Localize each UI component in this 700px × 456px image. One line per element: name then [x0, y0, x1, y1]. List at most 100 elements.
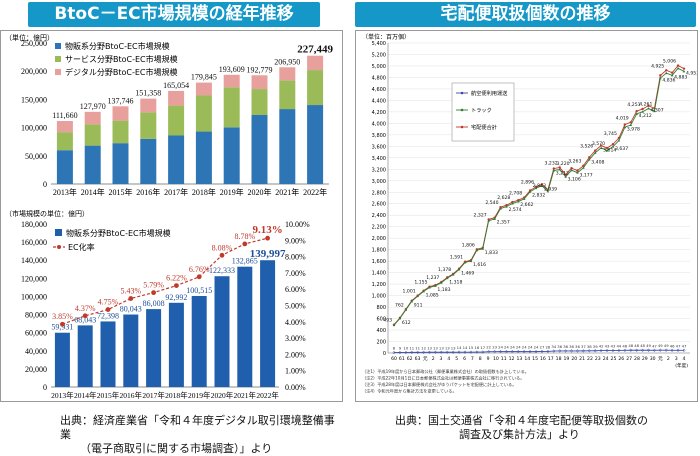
ec2-x-label: 2016年: [120, 390, 143, 400]
parcel-total-label: 3,614: [603, 148, 616, 154]
parcel-point: [658, 348, 662, 352]
parcel-point: [552, 349, 556, 353]
parcel-point: [481, 350, 485, 354]
right-source-line2: 調査及び集計方法」より: [459, 428, 580, 441]
ec1-x-label: 2015年: [109, 187, 133, 197]
ec2-bar: [237, 266, 253, 387]
ec1-total-label: 111,660: [52, 111, 77, 120]
ec1-bar-segment: [251, 75, 268, 90]
ec2-bar-label: 122,333: [209, 266, 235, 275]
parcel-total-label: 4,836: [662, 77, 675, 83]
parcel-total-label: 1,833: [485, 250, 498, 256]
parcel-point: [647, 104, 650, 107]
ec2-ytick-left: 140,000: [21, 256, 47, 265]
ec2-ytick-left: 180,000: [21, 220, 47, 229]
parcel-air-label: 13: [439, 345, 444, 350]
ec2-bar: [77, 325, 93, 387]
ec2-rate-point: [60, 321, 65, 327]
parcel-air-label: 17: [480, 345, 485, 350]
parcel-point: [641, 110, 644, 113]
parcel-point: [534, 186, 538, 190]
parcel-point: [516, 349, 520, 354]
parcel-x-label: 7: [471, 356, 474, 362]
ec-charts-svg: （単位：億円） 0 50,000 100,000 150,000 200,000 250,0…: [5, 33, 333, 400]
ec1-bar-segment: [84, 124, 101, 146]
ec1-total-label: 127,970: [80, 102, 106, 111]
parcel-point: [623, 123, 627, 126]
ec2-ytick-left: 0: [43, 383, 47, 392]
parcel-total-label: 1,085: [426, 293, 439, 299]
parcel-point: [428, 286, 431, 289]
parcel-air-label: 13: [433, 345, 438, 350]
parcel-air-label: 24: [498, 345, 503, 350]
ec1-total-label: 137,746: [108, 96, 134, 105]
parcel-point: [427, 350, 432, 355]
ec1-bar-segment: [112, 120, 129, 144]
parcel-x-suffix: (年度): [675, 362, 688, 369]
parcel-point: [552, 169, 556, 172]
ec2-x-label: 2020年: [211, 390, 234, 400]
parcel-ytick-label: 1,800: [372, 248, 386, 254]
parcel-air-label: 49: [664, 343, 669, 348]
parcel-total-label: 3,745: [604, 131, 617, 137]
parcel-air-label: 42: [599, 344, 604, 349]
parcel-point: [392, 350, 396, 355]
parcel-x-label: 23: [595, 356, 601, 362]
parcel-point: [439, 350, 443, 355]
ec1-legend-swatch: [55, 69, 61, 75]
parcel-ytick-label: 1,400: [372, 271, 386, 277]
parcel-air-label: 24: [528, 345, 533, 350]
parcel-point: [522, 349, 526, 354]
ec2-ytick-right: 9.00%: [285, 236, 306, 245]
parcel-ytick-label: 4,600: [372, 87, 386, 93]
ec2-bar: [146, 309, 162, 387]
ec2-rate-label: 4.37%: [75, 304, 96, 313]
parcel-point: [410, 299, 414, 303]
parcel-point: [457, 268, 461, 271]
parcel-total-label: 3,177: [579, 173, 592, 179]
parcel-x-label: 元: [423, 356, 428, 362]
ec1-x-label: 2016年: [136, 187, 160, 197]
parcel-point: [676, 348, 680, 353]
ec1-ytick-label: 250,000: [21, 39, 47, 48]
parcel-point: [504, 349, 508, 354]
parcel-point: [676, 64, 680, 67]
ec1-bar-segment: [251, 89, 268, 116]
parcel-footnote: （注1）平成19年度から日本郵政公社（郵便事業株式会社）の取扱個数も計上している…: [362, 368, 529, 375]
parcel-total-label: 3,212: [556, 171, 569, 177]
parcel-point: [558, 166, 561, 169]
parcel-air-label: 28: [545, 344, 550, 349]
parcel-legend-label: トラック: [471, 107, 492, 114]
ec1-unit-label: （単位：億円）: [5, 33, 54, 42]
parcel-point: [682, 67, 686, 70]
ec2-ytick-left: 120,000: [21, 274, 47, 283]
parcel-air-label: 16: [474, 345, 479, 350]
parcel-x-label: 28: [634, 356, 640, 362]
ec2-bar-label: 68,043: [74, 315, 96, 324]
parcel-x-label: 2: [432, 356, 435, 362]
ec2-ytick-right: 0.00%: [285, 383, 306, 392]
ec2-rate-label: 6.22%: [166, 274, 187, 283]
parcel-point: [670, 73, 674, 77]
parcel-line-truck: [393, 67, 685, 326]
parcel-point: [404, 308, 408, 311]
ec2-x-label: 2022年: [256, 390, 279, 400]
ec2-ytick-right: 1.00%: [285, 367, 306, 376]
ec2-bar: [260, 260, 276, 387]
parcel-point: [599, 146, 603, 149]
parcel-ytick-label: 3,800: [372, 133, 386, 139]
parcel-air-label: 24: [516, 345, 521, 350]
parcel-x-label: 12: [509, 356, 515, 362]
parcel-ytick-label: 800: [376, 305, 386, 311]
parcel-point: [653, 109, 656, 113]
ec1-legend-label: サービス分野BtoC-EC市場規模: [65, 54, 178, 64]
parcel-point: [398, 350, 402, 355]
ec2-bar: [100, 321, 116, 387]
parcel-air-label: 14: [457, 345, 462, 350]
ec2-rate-label: 3.85%: [52, 312, 73, 321]
parcel-air-label: 47: [652, 343, 657, 348]
parcel-point: [475, 248, 479, 252]
parcel-point: [463, 261, 467, 264]
parcel-total-label: 1,155: [414, 280, 427, 286]
parcel-x-label: 9: [487, 356, 490, 362]
